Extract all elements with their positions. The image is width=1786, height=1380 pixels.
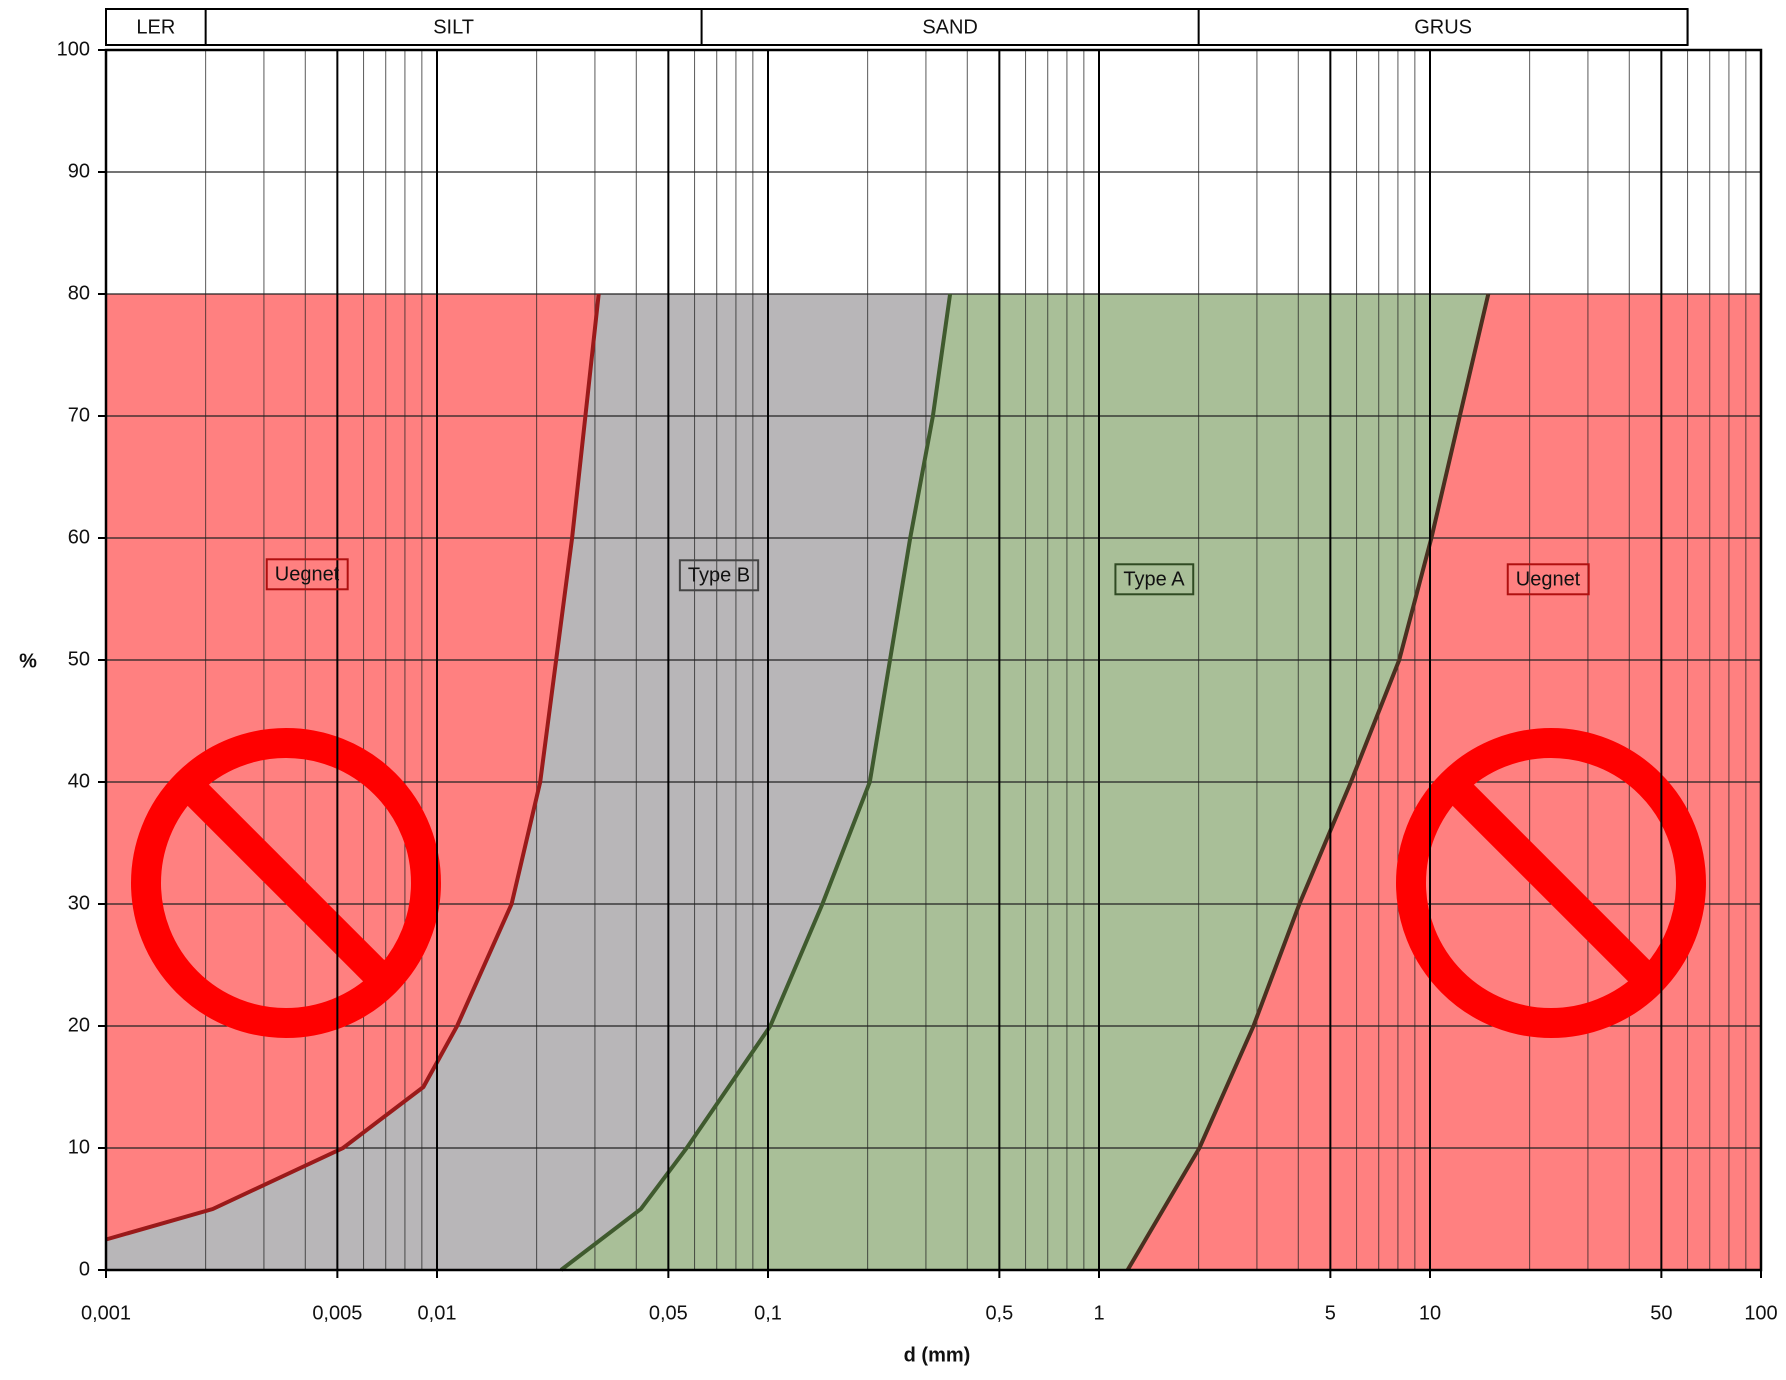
icons [131, 728, 1706, 1038]
x-tick-label: 5 [1325, 1302, 1336, 1324]
x-tick-label: 50 [1650, 1302, 1672, 1324]
x-axis-label: d (mm) [904, 1344, 971, 1366]
region-label-box [678, 559, 760, 592]
y-tick-label: 0 [79, 1258, 90, 1280]
region-label-box [1506, 563, 1590, 596]
x-tick-label: 10 [1419, 1302, 1441, 1324]
y-tick-label: 60 [68, 526, 90, 548]
x-tick-label: 0,05 [649, 1302, 688, 1324]
region-label-box [265, 558, 349, 591]
class-band [105, 8, 1689, 46]
region-label-box [1114, 563, 1195, 596]
region-label: Type B [688, 564, 750, 586]
x-tick-label: 100 [1744, 1302, 1777, 1324]
labels: 0 10 20 30 40 50 60 70 80 90 100 0,001 0,005 0,01 0,05… [57, 8, 1778, 1324]
x-tick-label: 0,5 [985, 1302, 1013, 1324]
y-tick-label: 70 [68, 404, 90, 426]
boundary-curve [105, 293, 601, 1242]
x-tick-label: 0,005 [312, 1302, 362, 1324]
curves [105, 293, 1491, 1272]
y-tick-label: 20 [68, 1014, 90, 1036]
prohibited-icon [131, 728, 441, 1038]
class-label: SILT [433, 16, 474, 38]
x-tick-label: 0,01 [418, 1302, 457, 1324]
x-tick-label: 0,1 [754, 1302, 782, 1324]
y-tick-label: 90 [68, 160, 90, 182]
x-tick-label: 0,001 [81, 1302, 131, 1324]
region-label: Type A [1123, 568, 1185, 590]
region-label: Uegnet [1516, 568, 1581, 590]
y-axis-label: % [19, 650, 37, 672]
plot-frame [104, 48, 1763, 1272]
y-tick-label: 30 [68, 892, 90, 914]
y-tick-label: 40 [68, 770, 90, 792]
boundary-curve [1125, 293, 1491, 1272]
class-label: GRUS [1414, 16, 1472, 38]
y-tick-label: 80 [68, 282, 90, 304]
class-label: LER [136, 16, 175, 38]
region-label: Uegnet [275, 563, 340, 585]
x-tick-label: 1 [1093, 1302, 1104, 1324]
prohibited-icon [1396, 728, 1706, 1038]
y-tick-label: 10 [68, 1136, 90, 1158]
y-tick-label: 50 [68, 648, 90, 670]
prohibited-slash [1441, 773, 1661, 993]
y-tick-label: 100 [57, 38, 90, 60]
prohibited-slash [176, 773, 396, 993]
class-label: SAND [922, 16, 978, 38]
boundary-curve [559, 293, 953, 1272]
